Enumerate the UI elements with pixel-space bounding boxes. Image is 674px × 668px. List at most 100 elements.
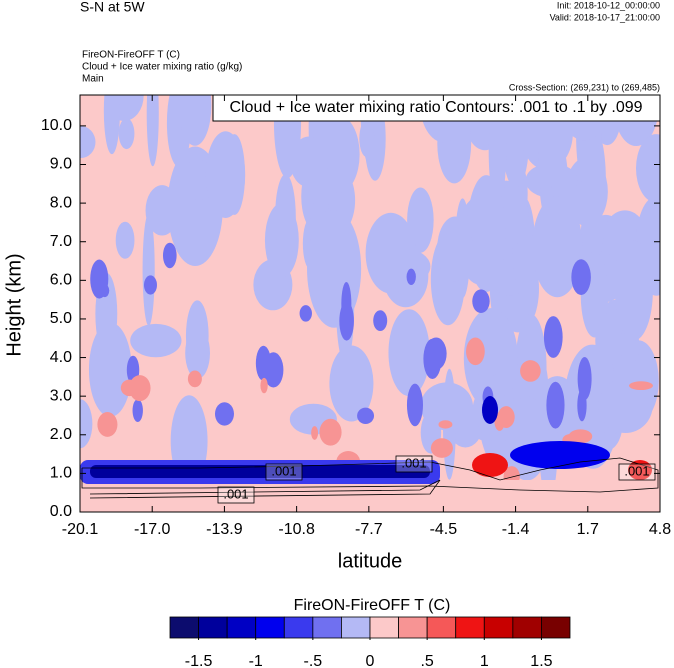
- field-patch: [497, 406, 515, 428]
- field-patch: [482, 396, 498, 424]
- y-tick-label: 0.0: [50, 503, 72, 520]
- x-tick-label: 4.8: [649, 521, 671, 538]
- y-tick-label: 5.0: [50, 310, 72, 327]
- field-patch: [97, 412, 118, 437]
- field-patch: [205, 131, 246, 218]
- field-patch: [329, 345, 374, 422]
- contour-label: .001: [401, 455, 426, 470]
- field-patch: [290, 136, 329, 188]
- field-patch: [319, 418, 342, 446]
- field-patch: [313, 191, 326, 223]
- field-title: FireON-FireOFF T (C): [82, 50, 180, 61]
- field-patch: [407, 187, 434, 253]
- field-patch: [80, 126, 96, 159]
- field-patch: [307, 210, 362, 328]
- field-patch: [472, 289, 490, 314]
- field-patch: [373, 310, 388, 332]
- contour-label: .001: [271, 463, 296, 478]
- x-tick-label: -17.0: [134, 521, 171, 538]
- contour-info-box: [212, 94, 661, 122]
- contour-line: [89, 479, 441, 499]
- colorbar-tick-label: .5: [420, 653, 433, 668]
- field-patch: [543, 316, 563, 358]
- field-patch: [103, 95, 120, 155]
- field-patch: [132, 399, 143, 422]
- field-patch: [538, 108, 554, 204]
- field-patch: [437, 216, 474, 282]
- contour-field-title: Cloud + Ice water mixing ratio (g/kg): [82, 62, 242, 73]
- colorbar-box: [455, 616, 485, 639]
- colorbar-box: [512, 616, 542, 639]
- cross-section: Cross-Section: (269,231) to (269,485): [509, 82, 660, 92]
- field-patch: [365, 212, 416, 294]
- x-tick-label: -20.1: [62, 521, 99, 538]
- colorbar-box: [198, 616, 228, 639]
- colorbar-tick-label: 1.5: [530, 653, 552, 668]
- y-tick-label: 10.0: [41, 117, 72, 134]
- field-patch: [145, 185, 179, 236]
- colorbar-box: [426, 616, 457, 639]
- colorbar-box: [255, 616, 285, 639]
- x-tick-label: 1.7: [577, 521, 599, 538]
- field: .001 .001 .001 .001: [80, 95, 660, 512]
- field-patch: [510, 441, 610, 469]
- field-patch: [120, 379, 138, 397]
- subtitle: Main: [82, 74, 104, 85]
- field-patch: [80, 399, 93, 449]
- field-patch: [598, 378, 653, 433]
- y-tick-label: 2.0: [50, 426, 72, 443]
- field-patch: [546, 381, 565, 429]
- field-patch: [311, 426, 319, 440]
- field-patch: [100, 284, 110, 298]
- field-patch: [142, 213, 155, 326]
- field-patch: [359, 119, 375, 158]
- colorbar-tick-label: 1: [480, 653, 489, 668]
- field-patch: [629, 381, 653, 391]
- x-tick-label: -10.8: [278, 521, 315, 538]
- low-band: [80, 480, 660, 512]
- colorbar-box: [541, 616, 571, 639]
- colorbar-box: [226, 616, 257, 639]
- x-tick-label: -7.7: [355, 521, 383, 538]
- field-patch: [357, 407, 375, 424]
- field-patch: [438, 420, 453, 429]
- field-patch: [146, 95, 159, 167]
- y-tick-label: 8.0: [50, 194, 72, 211]
- field-patch: [339, 301, 354, 341]
- field-patch: [423, 338, 442, 380]
- field-patch: [520, 360, 541, 382]
- field-patch: [430, 438, 453, 458]
- field-patch: [115, 221, 135, 259]
- contour-info: Cloud + Ice water mixing ratio Contours:…: [229, 99, 642, 116]
- field-patch: [614, 240, 653, 341]
- colorbar-box: [312, 616, 342, 639]
- contour-label: .001: [624, 463, 649, 478]
- contour-label-box: [395, 455, 433, 473]
- colorbar-box: [341, 616, 371, 639]
- colorbar-box: [369, 616, 399, 639]
- field-patch: [187, 370, 202, 388]
- field-patch: [636, 134, 660, 203]
- field-patch: [628, 460, 652, 480]
- colorbar-box: [169, 616, 199, 639]
- field-patch: [406, 268, 416, 285]
- colorbar-tick-label: -1.5: [185, 653, 213, 668]
- field-patch: [162, 242, 177, 269]
- field-patch: [178, 95, 212, 146]
- field-patch: [143, 275, 157, 295]
- contour-label-box: [618, 463, 656, 481]
- field-patch: [130, 323, 182, 358]
- x-axis-label: latitude: [338, 550, 403, 572]
- field-patch: [406, 383, 423, 427]
- x-tick-label: -1.4: [502, 521, 530, 538]
- init-label: Init: 2018-10-12_00:00:00: [557, 0, 660, 10]
- contour-label-box: [217, 486, 255, 504]
- field-patch: [388, 309, 430, 397]
- y-tick-label: 4.0: [50, 349, 72, 366]
- field-patch: [214, 402, 234, 426]
- contour-label: .001: [223, 486, 248, 501]
- x-tick-label: -13.9: [206, 521, 243, 538]
- colorbar-box: [283, 616, 314, 639]
- y-tick-label: 7.0: [50, 233, 72, 250]
